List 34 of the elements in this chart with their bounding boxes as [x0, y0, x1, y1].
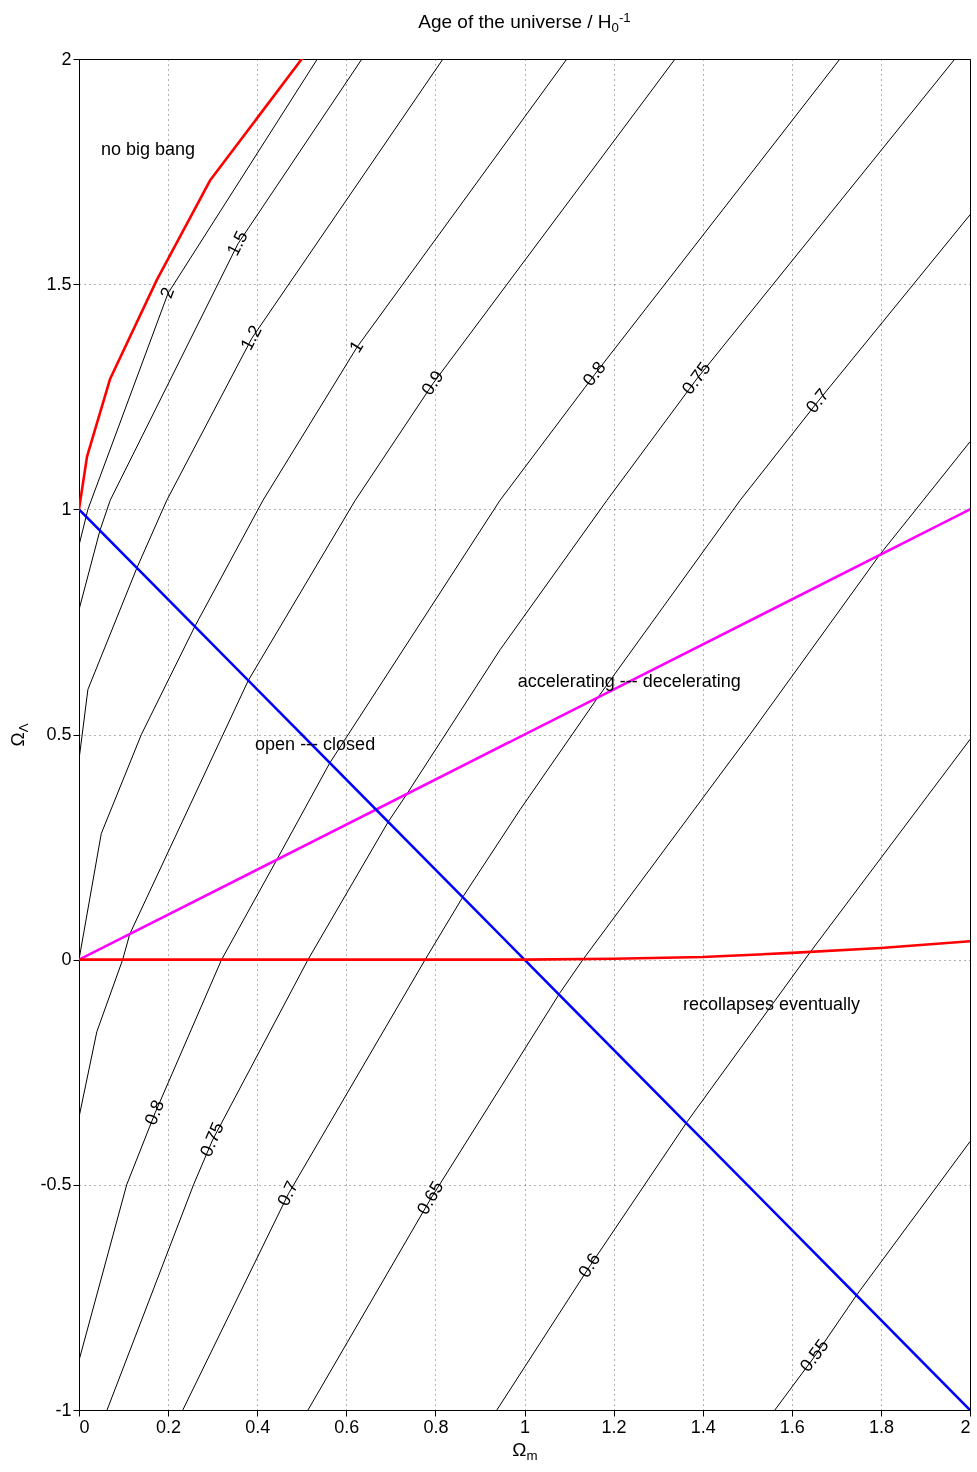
annotation: open --- closed — [255, 733, 376, 754]
x-tick-label: 1 — [519, 1416, 531, 1437]
x-tick-label: 1.2 — [601, 1416, 627, 1437]
y-tick-label: -0.5 — [40, 1174, 72, 1195]
annotation: 0.6 — [573, 1249, 605, 1282]
x-tick-label: 0.2 — [156, 1416, 182, 1437]
annotation: 0.75 — [195, 1119, 228, 1160]
x-tick-label: 0.6 — [334, 1416, 360, 1437]
annotation: 2 — [156, 284, 179, 301]
annotation: no big bang — [101, 139, 196, 159]
annotation: 0.9 — [417, 366, 448, 399]
annotation: 1 — [345, 337, 368, 357]
line-series — [79, 939, 970, 961]
x-tick-label: 1.4 — [690, 1416, 716, 1437]
x-tick-label: 1.8 — [868, 1416, 894, 1437]
annotation: 1.5 — [222, 227, 252, 259]
y-tick-label: 2 — [61, 48, 72, 69]
x-axis-title: Ω$_{m}$ — [512, 1438, 538, 1463]
y-tick-label: -1 — [55, 1399, 72, 1420]
annotation: 0.7 — [273, 1177, 302, 1210]
x-tick-label: 1.6 — [779, 1416, 805, 1437]
annotation: 0.8 — [140, 1097, 169, 1128]
x-tick-label: 0 — [79, 1416, 90, 1437]
x-tick-label: 0.8 — [423, 1416, 449, 1437]
y-tick-label: 1.5 — [46, 273, 72, 294]
annotation: 1.2 — [236, 322, 266, 354]
y-tick-label: 1 — [61, 498, 72, 519]
x-tick-label: 2 — [960, 1416, 971, 1437]
annotation: 0.7 — [801, 384, 833, 417]
y-tick-label: 0 — [61, 949, 72, 970]
x-tick-label: 0.4 — [245, 1416, 271, 1437]
y-tick-label: 0.5 — [46, 724, 72, 744]
annotation: recollapses eventually — [682, 994, 860, 1014]
annotation: 0.8 — [578, 357, 610, 390]
